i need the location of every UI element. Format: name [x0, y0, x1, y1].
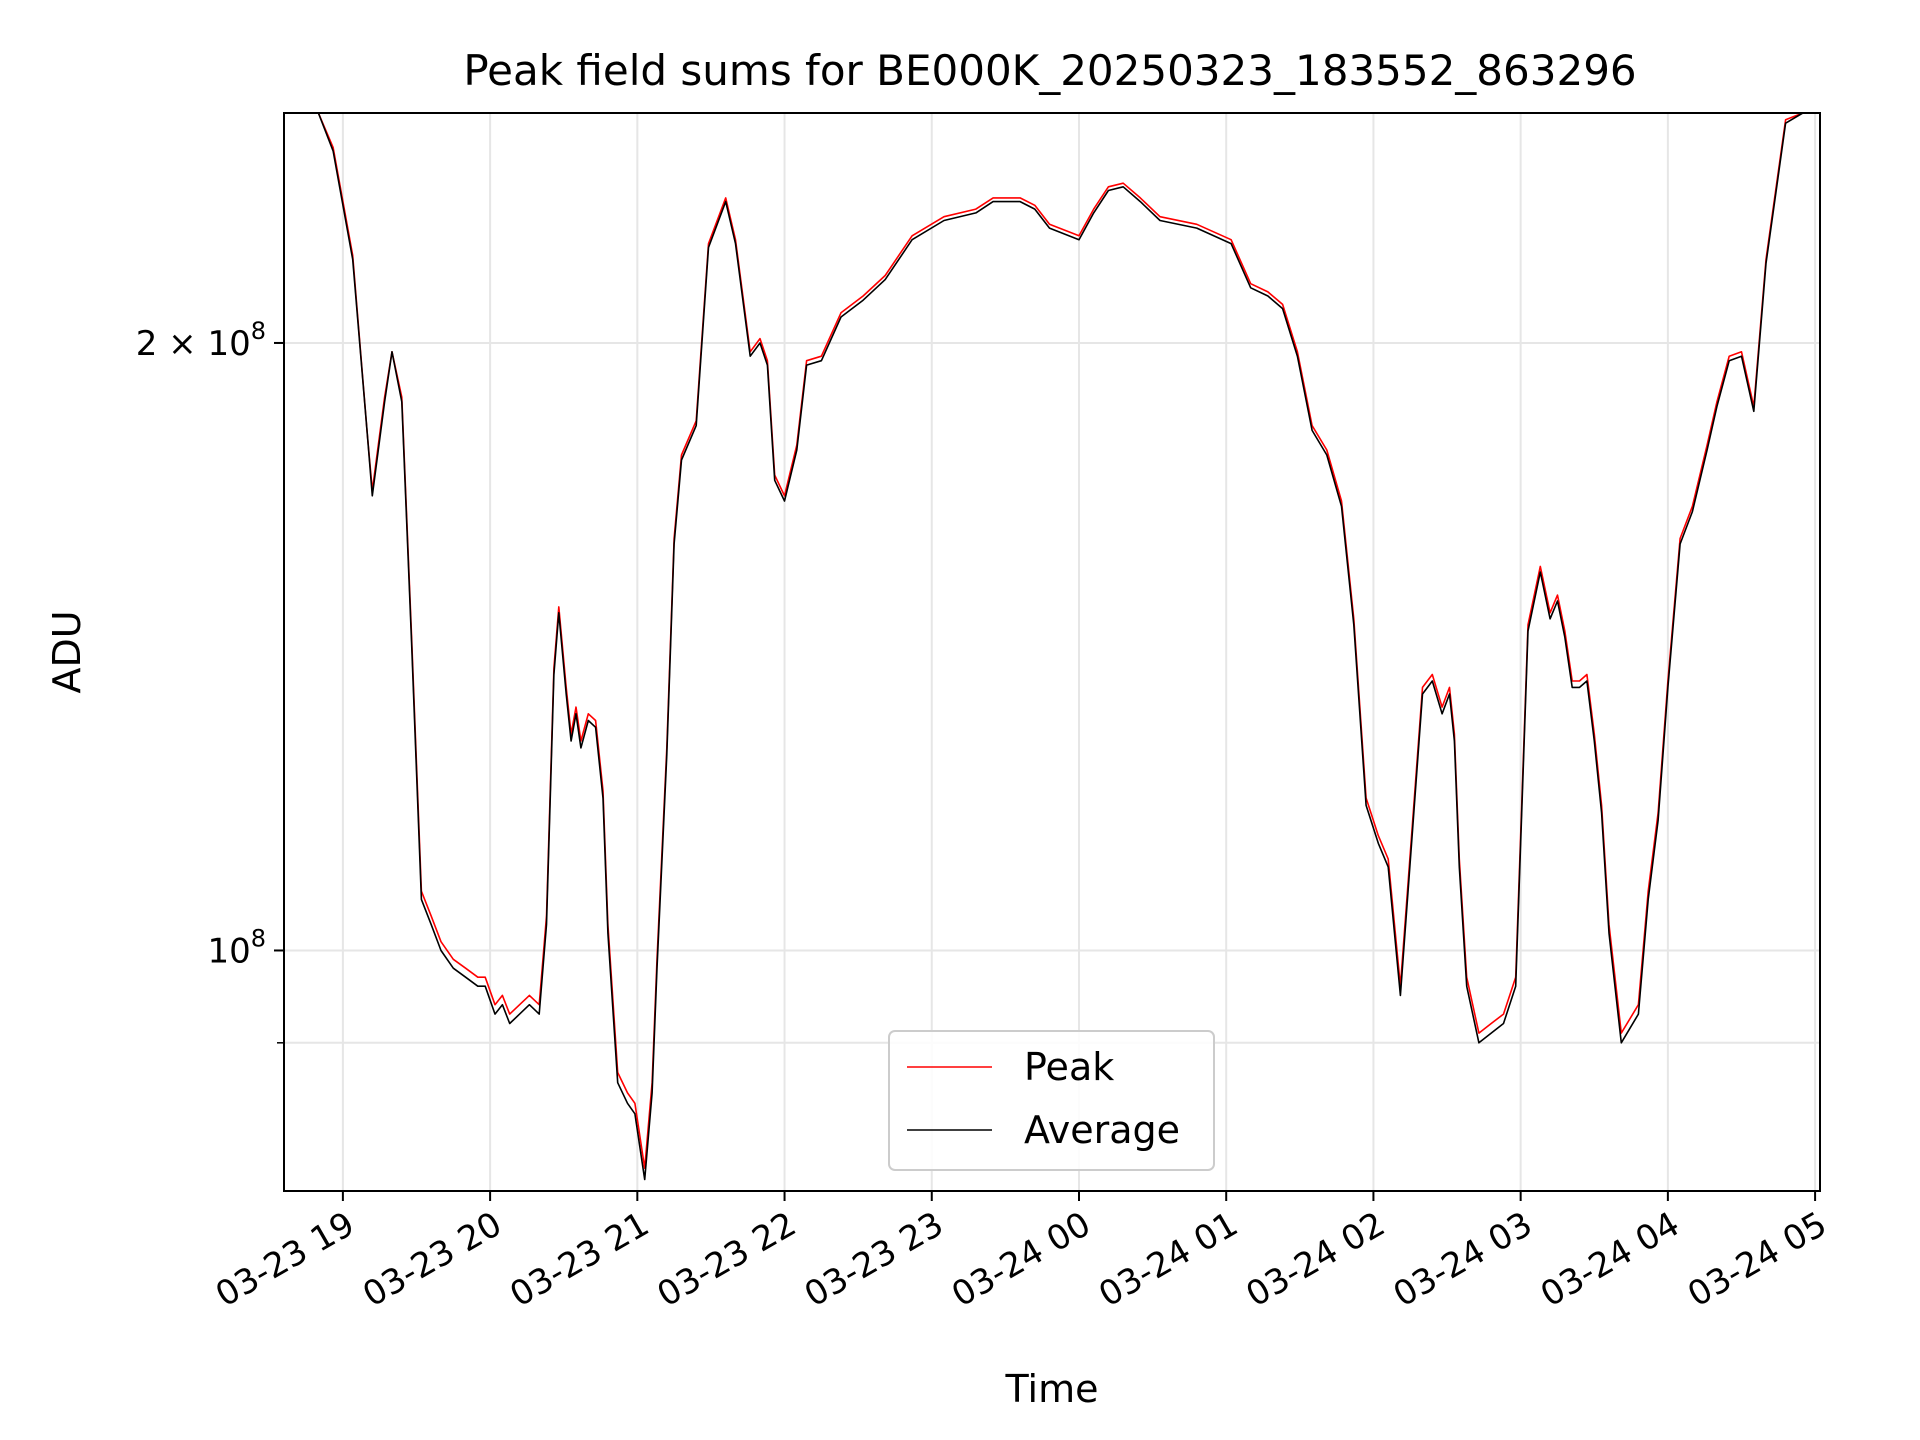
- grid-lines: [284, 113, 1820, 1191]
- legend-label-average: Average: [1024, 1108, 1180, 1152]
- y-tick-label: 2 × 108: [136, 317, 266, 364]
- chart-title: Peak field sums for BE000K_20250323_1835…: [463, 46, 1636, 95]
- series-lines: [284, 112, 1804, 1181]
- legend-label-peak: Peak: [1024, 1045, 1114, 1089]
- plot-area-frame: [283, 112, 1821, 1192]
- y-tick-label: 108: [207, 924, 266, 971]
- legend: Peak Average: [888, 1030, 1215, 1171]
- y-axis-label: ADU: [45, 610, 89, 693]
- series-line-peak: [284, 112, 1804, 1169]
- y-axis-ticks: 2 × 108 108: [136, 317, 284, 1044]
- series-line-average: [284, 112, 1804, 1181]
- legend-box: [888, 1030, 1215, 1171]
- x-axis-label: Time: [1005, 1367, 1099, 1411]
